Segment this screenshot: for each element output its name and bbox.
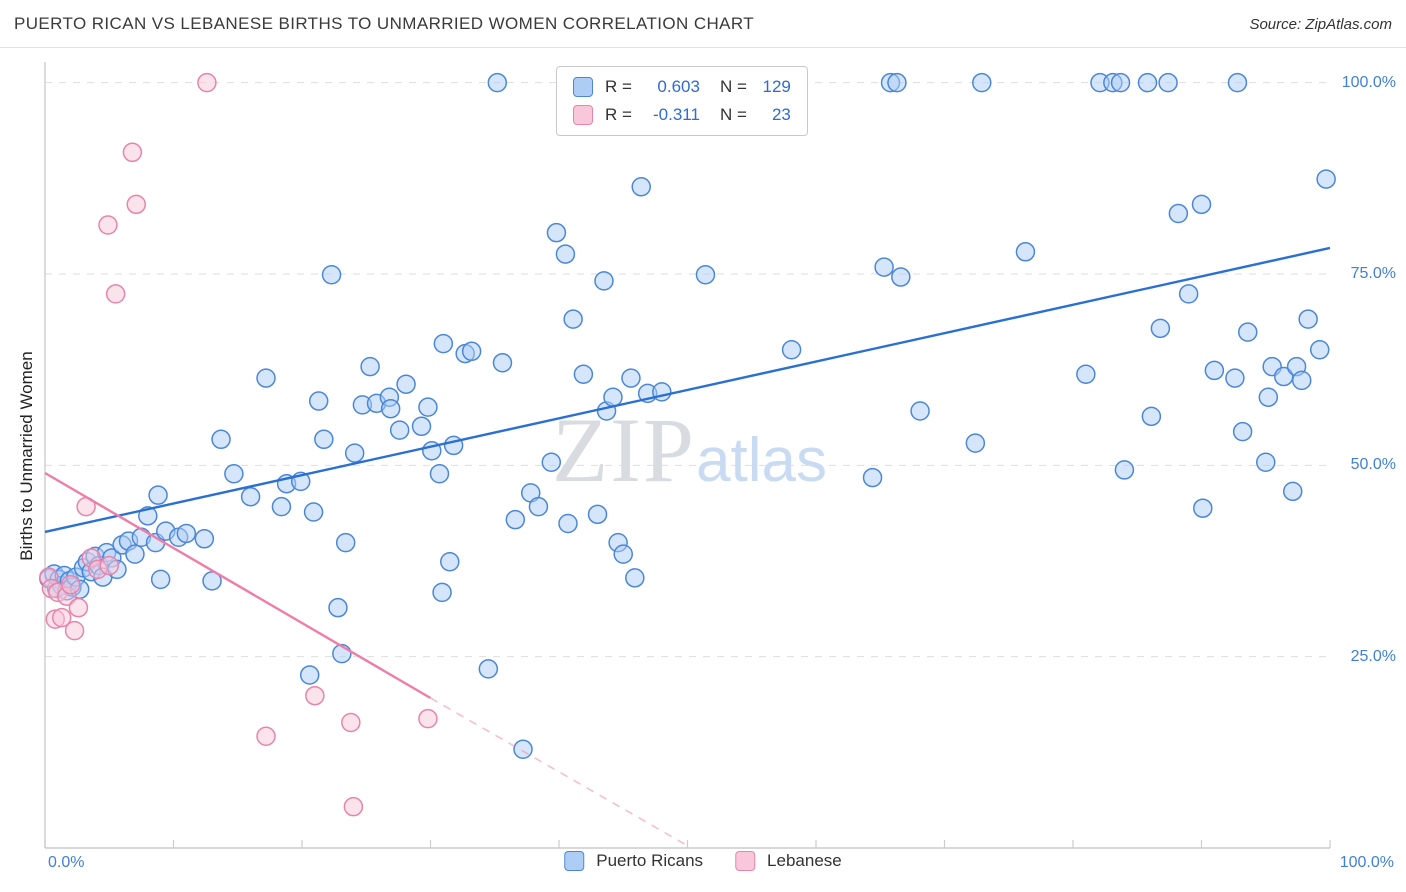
n-value: 23 bbox=[771, 105, 791, 124]
series-legend: Puerto Ricans Lebanese bbox=[564, 851, 842, 871]
stats-row-lebanese: R = -0.311 N = 23 bbox=[573, 105, 791, 125]
correlation-stats-legend: R = 0.603 N = 129 R = -0.311 N = 23 bbox=[556, 66, 808, 136]
x-tick-max: 100.0% bbox=[1339, 854, 1394, 871]
legend-label: Puerto Ricans bbox=[596, 851, 704, 870]
r-label: R = bbox=[605, 105, 632, 124]
puerto-rican-swatch bbox=[573, 77, 593, 97]
puerto-rican-swatch bbox=[564, 851, 585, 871]
r-value: -0.311 bbox=[652, 105, 700, 124]
y-tick-25: 25.0% bbox=[1350, 648, 1396, 665]
source-label: Source: ZipAtlas.com bbox=[1249, 16, 1392, 33]
r-value: 0.603 bbox=[657, 77, 700, 96]
page-title: PUERTO RICAN VS LEBANESE BIRTHS TO UNMAR… bbox=[14, 14, 755, 33]
y-tick-50: 50.0% bbox=[1350, 456, 1396, 473]
y-tick-100: 100.0% bbox=[1341, 74, 1396, 91]
n-value: 129 bbox=[762, 77, 791, 96]
lebanese-swatch bbox=[735, 851, 756, 871]
header-divider bbox=[0, 47, 1406, 48]
lebanese-swatch bbox=[573, 105, 593, 125]
n-label: N = bbox=[719, 77, 747, 96]
r-label: R = bbox=[605, 77, 632, 96]
stats-row-puerto-ricans: R = 0.603 N = 129 bbox=[573, 77, 791, 97]
n-label: N = bbox=[719, 105, 747, 124]
legend-label: Lebanese bbox=[767, 851, 842, 870]
x-tick-min: 0.0% bbox=[48, 854, 85, 871]
legend-item-lebanese: Lebanese bbox=[735, 851, 842, 871]
y-tick-75: 75.0% bbox=[1350, 265, 1396, 282]
legend-item-puerto-ricans: Puerto Ricans bbox=[564, 851, 703, 871]
